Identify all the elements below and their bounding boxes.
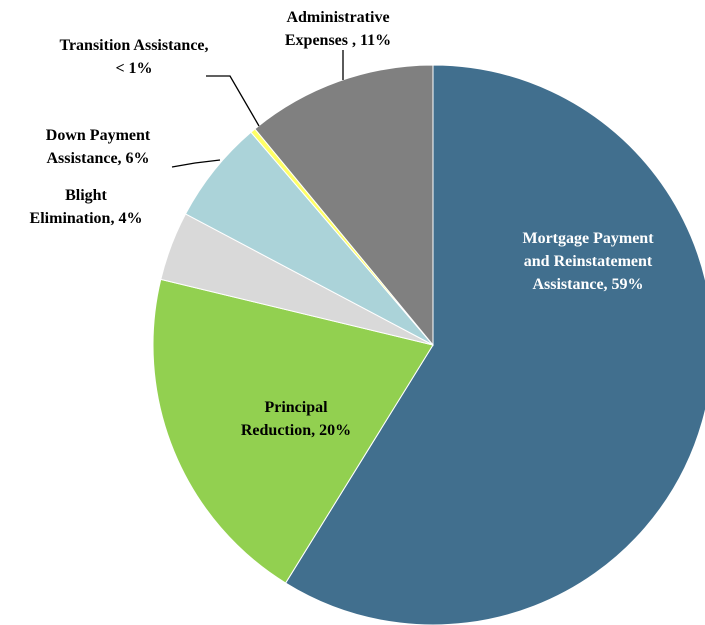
slice-label: Mortgage Payment and Reinstatement Assis… <box>522 230 654 293</box>
pie-slice <box>152 278 434 584</box>
leader-line <box>171 159 221 168</box>
leader-line <box>206 75 260 127</box>
slice-label: Down Payment Assistance, 6% <box>45 127 151 167</box>
slice-label: Blight Elimination, 4% <box>29 187 143 227</box>
pie-slice <box>254 64 434 347</box>
slice-label: Principal Reduction, 20% <box>240 399 352 439</box>
slices <box>152 64 705 625</box>
slice-label: Administrative Expenses , 11% <box>284 9 392 49</box>
slice-label: Transition Assistance, < 1% <box>59 37 209 77</box>
